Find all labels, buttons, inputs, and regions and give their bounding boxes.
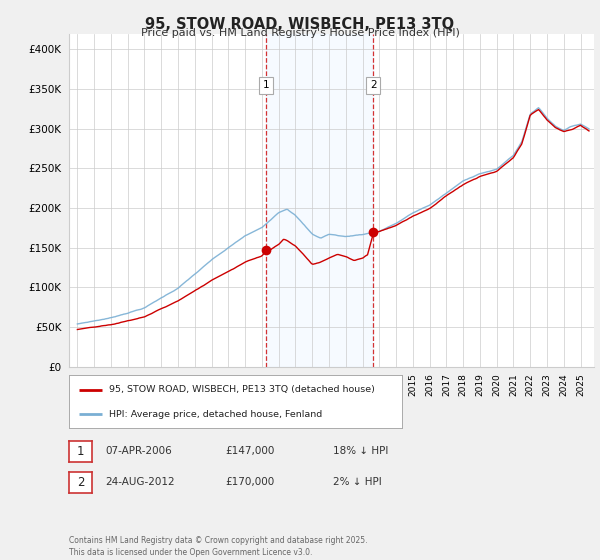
Text: 07-APR-2006: 07-APR-2006 — [105, 446, 172, 456]
Text: 24-AUG-2012: 24-AUG-2012 — [105, 477, 175, 487]
Text: 95, STOW ROAD, WISBECH, PE13 3TQ: 95, STOW ROAD, WISBECH, PE13 3TQ — [145, 17, 455, 32]
Text: Contains HM Land Registry data © Crown copyright and database right 2025.
This d: Contains HM Land Registry data © Crown c… — [69, 536, 367, 557]
Text: 18% ↓ HPI: 18% ↓ HPI — [333, 446, 388, 456]
Text: 95, STOW ROAD, WISBECH, PE13 3TQ (detached house): 95, STOW ROAD, WISBECH, PE13 3TQ (detach… — [109, 385, 375, 394]
Text: 2% ↓ HPI: 2% ↓ HPI — [333, 477, 382, 487]
Text: HPI: Average price, detached house, Fenland: HPI: Average price, detached house, Fenl… — [109, 409, 322, 418]
Text: 1: 1 — [77, 445, 84, 458]
Text: 2: 2 — [77, 475, 84, 489]
Text: Price paid vs. HM Land Registry's House Price Index (HPI): Price paid vs. HM Land Registry's House … — [140, 28, 460, 38]
Text: 2: 2 — [370, 80, 377, 90]
Text: 1: 1 — [263, 80, 270, 90]
Text: £147,000: £147,000 — [225, 446, 274, 456]
Bar — [266, 34, 373, 367]
Text: £170,000: £170,000 — [225, 477, 274, 487]
